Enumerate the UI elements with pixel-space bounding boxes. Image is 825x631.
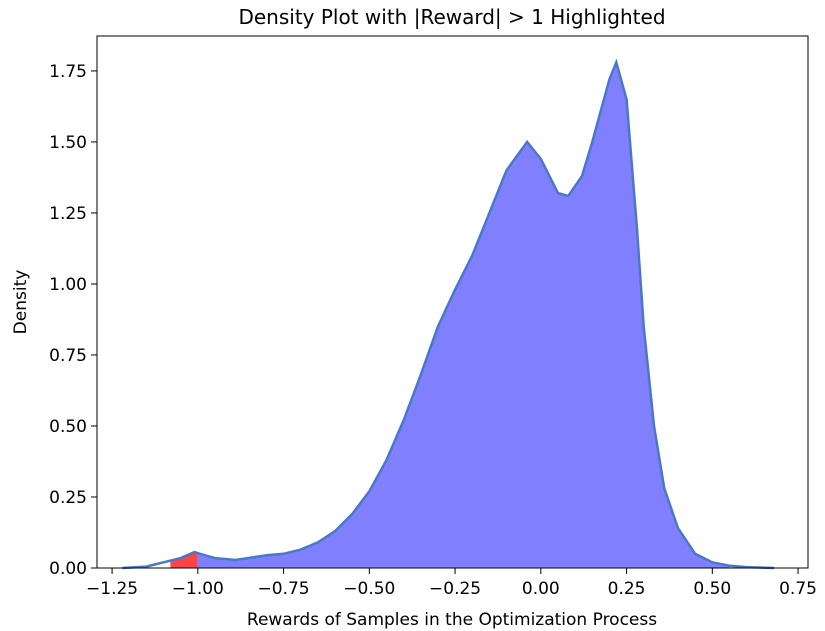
- y-axis-label: Density: [11, 270, 31, 335]
- plot-frame: [96, 35, 809, 569]
- x-tick-label: 0.50: [693, 579, 731, 599]
- x-tick-label: −0.25: [429, 579, 481, 599]
- density-line: [122, 58, 775, 570]
- x-tick-label: −0.75: [258, 579, 310, 599]
- x-tick-label: −1.25: [86, 579, 138, 599]
- y-tick-label: 1.00: [49, 275, 87, 295]
- x-tick-label: 0.00: [522, 579, 560, 599]
- x-axis-label: Rewards of Samples in the Optimization P…: [247, 610, 657, 630]
- y-tick-label: 0.50: [49, 417, 87, 437]
- density-fill: [197, 62, 730, 568]
- x-tick-label: 0.25: [608, 579, 646, 599]
- highlight-fill: [170, 552, 198, 568]
- x-tick-label: −0.50: [343, 579, 395, 599]
- chart-title: Density Plot with |Reward| > 1 Highlight…: [238, 5, 665, 29]
- y-tick-label: 1.50: [49, 133, 87, 153]
- x-tick-label: 0.75: [779, 579, 817, 599]
- y-tick-label: 0.00: [49, 559, 87, 579]
- y-tick-label: 1.25: [49, 204, 87, 224]
- y-tick-label: 0.25: [49, 488, 87, 508]
- x-tick-label: −1.00: [172, 579, 224, 599]
- y-tick-label: 0.75: [49, 346, 87, 366]
- y-tick-label: 1.75: [49, 62, 87, 82]
